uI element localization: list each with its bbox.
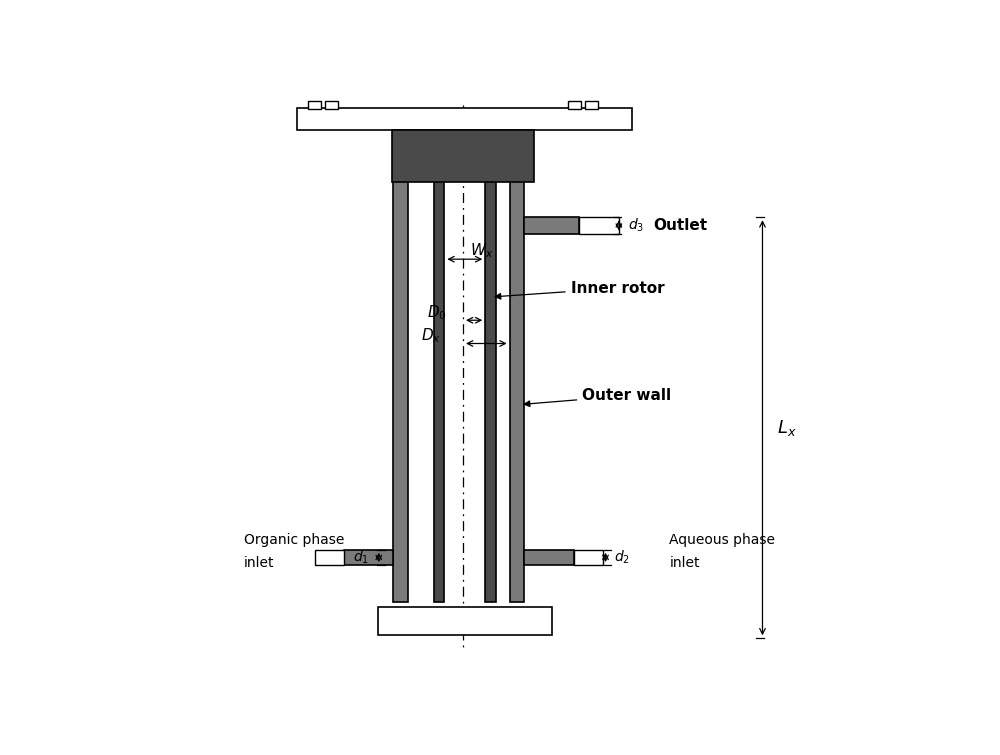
- Text: $d_2$: $d_2$: [614, 549, 630, 566]
- Bar: [510, 180, 524, 602]
- Bar: [524, 217, 579, 233]
- Bar: [325, 101, 338, 109]
- Bar: [434, 180, 444, 602]
- Text: Inner rotor: Inner rotor: [495, 281, 664, 299]
- Text: $D_x$: $D_x$: [421, 327, 441, 345]
- Bar: [378, 607, 552, 635]
- Text: Aqueous phase: Aqueous phase: [669, 533, 775, 547]
- Text: $D_0$: $D_0$: [427, 304, 447, 322]
- Text: Outer wall: Outer wall: [524, 388, 671, 406]
- Bar: [524, 550, 574, 565]
- Bar: [568, 101, 581, 109]
- Bar: [585, 101, 598, 109]
- Text: $W_x$: $W_x$: [470, 242, 493, 260]
- Text: Outlet: Outlet: [653, 218, 707, 233]
- Bar: [574, 550, 603, 565]
- Bar: [308, 101, 321, 109]
- Text: $d_3$: $d_3$: [628, 217, 644, 234]
- Bar: [315, 550, 344, 565]
- Text: $d_1$: $d_1$: [353, 549, 369, 566]
- Bar: [392, 130, 534, 183]
- Bar: [344, 550, 393, 565]
- Bar: [297, 108, 632, 130]
- Bar: [485, 180, 496, 602]
- Text: $L_x$: $L_x$: [777, 418, 797, 438]
- Text: Organic phase: Organic phase: [244, 533, 344, 547]
- Text: inlet: inlet: [244, 556, 274, 570]
- Bar: [579, 217, 619, 233]
- Text: inlet: inlet: [669, 556, 700, 570]
- Bar: [393, 180, 408, 602]
